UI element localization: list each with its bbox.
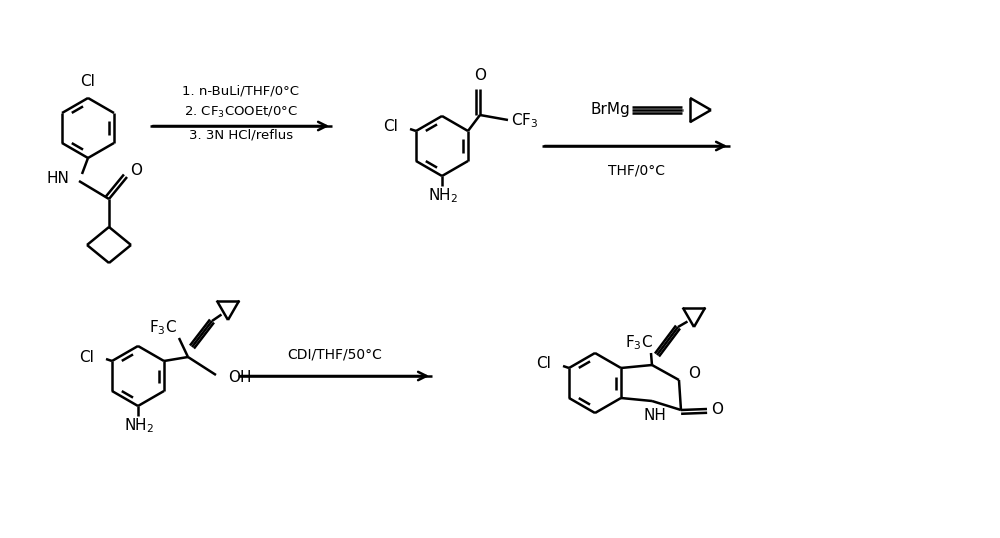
Text: NH$_2$: NH$_2$: [124, 416, 154, 435]
Text: NH: NH: [644, 408, 666, 423]
Text: O: O: [474, 68, 486, 83]
Text: O: O: [688, 366, 700, 381]
Text: Cl: Cl: [79, 350, 94, 365]
Text: O: O: [130, 164, 142, 179]
Text: NH$_2$: NH$_2$: [428, 187, 458, 206]
Text: Cl: Cl: [383, 119, 398, 134]
Text: CDI/THF/50°C: CDI/THF/50°C: [288, 347, 382, 361]
Text: HN: HN: [46, 172, 69, 187]
Text: 1. n-BuLi/THF/0°C: 1. n-BuLi/THF/0°C: [182, 84, 300, 97]
Text: F$_3$C: F$_3$C: [149, 318, 177, 337]
Text: OH: OH: [228, 370, 251, 385]
Text: O: O: [711, 401, 723, 416]
Text: 3. 3N HCl/reflus: 3. 3N HCl/reflus: [189, 129, 293, 141]
Text: THF/0°C: THF/0°C: [608, 163, 664, 177]
Text: F$_3$C: F$_3$C: [625, 334, 653, 352]
Text: Cl: Cl: [536, 357, 551, 372]
Text: CF$_3$: CF$_3$: [511, 112, 538, 130]
Text: Cl: Cl: [81, 74, 95, 89]
Text: 2. CF$_3$COOEt/0°C: 2. CF$_3$COOEt/0°C: [184, 104, 298, 119]
Text: BrMg: BrMg: [590, 103, 630, 117]
